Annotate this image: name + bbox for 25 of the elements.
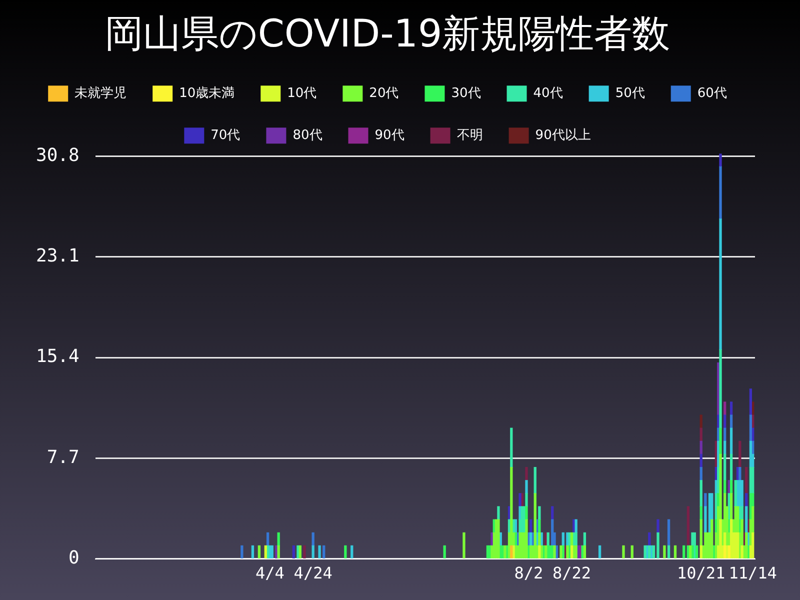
x-tick-label: 4/24 [294, 564, 332, 583]
legend-label: 20代 [369, 86, 399, 101]
x-tick-label: 10/21 [677, 564, 726, 583]
y-tick-label: 23.1 [36, 246, 80, 267]
chart-title: 岡山県のCOVID-19新規陽性者数 [104, 12, 670, 56]
x-tick-label: 11/14 [728, 564, 777, 583]
legend-label: 不明 [456, 128, 483, 143]
legend-label: 50代 [615, 86, 645, 101]
legend-label: 70代 [210, 128, 240, 143]
x-tick-label: 8/22 [552, 564, 592, 583]
x-tick-label: 8/2 [514, 564, 544, 583]
legend-label: 60代 [697, 86, 727, 101]
legend-label: 90代 [374, 128, 404, 143]
legend-label: 未就学児 [74, 86, 127, 101]
legend-label: 90代以上 [535, 128, 591, 143]
legend-label: 30代 [451, 86, 481, 101]
legend-label: 10代 [287, 86, 317, 101]
y-tick-label: 30.8 [36, 144, 80, 166]
legend-label: 10歳未満 [179, 86, 235, 101]
y-tick-label: 0 [68, 547, 80, 568]
x-tick-label: 4/4 [256, 564, 284, 583]
legend-label: 40代 [533, 86, 563, 101]
y-tick-label: 15.4 [36, 346, 80, 368]
y-tick-label: 7.7 [46, 446, 80, 468]
legend-label: 80代 [292, 128, 322, 143]
